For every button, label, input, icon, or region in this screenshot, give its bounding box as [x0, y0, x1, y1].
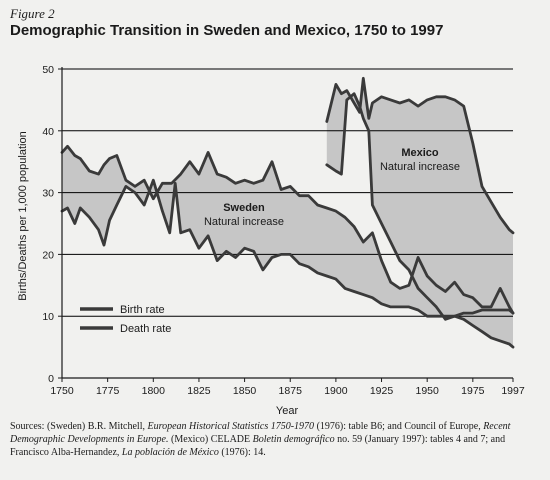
annotation-mexico: Mexico Natural increase: [380, 147, 460, 173]
series-sweden-birth-rate: [60, 144, 515, 315]
legend-label-death: Death rate: [120, 323, 171, 335]
series-mexico-death-rate: [325, 92, 515, 349]
x-axis-title: Year: [276, 405, 299, 417]
source-text-5: (1976): 14.: [218, 447, 266, 458]
source-title-4: La población de México: [121, 447, 219, 458]
chart-title: Demographic Transition in Sweden and Mex…: [10, 22, 444, 39]
annotation-mexico-country: Mexico: [401, 147, 439, 159]
source-text-3: (Mexico) CELADE: [168, 434, 253, 445]
axes: 0 10 20 30 40 50 1750 1775 1800 1825 1850 1875 1900 1…: [42, 64, 525, 397]
figure-label: Figure 2: [10, 6, 55, 21]
y-tick-label-30: 30: [42, 188, 54, 200]
x-tick-label-1900: 1900: [324, 385, 348, 397]
annotation-sweden-text: Natural increase: [204, 216, 284, 228]
annotation-sweden: Sweden Natural increase: [204, 202, 284, 228]
legend: Birth rate Death rate: [80, 304, 171, 335]
y-axis-title: Births/Deaths per 1,000 population: [17, 131, 29, 300]
y-tick-label-0: 0: [48, 373, 54, 385]
source-note: Sources: (Sweden) B.R. Mitchell, Europea…: [10, 420, 535, 459]
legend-label-birth: Birth rate: [120, 304, 165, 316]
x-tick-label-1775: 1775: [96, 385, 120, 397]
y-tick-label-40: 40: [42, 126, 54, 138]
y-tick-label-10: 10: [42, 311, 54, 323]
source-title-3: Boletin demográfico: [252, 434, 335, 445]
x-tick-label-1850: 1850: [233, 385, 257, 397]
y-tick-label-50: 50: [42, 64, 54, 76]
natural-increase-sweden: [62, 146, 513, 317]
series-sweden-death-rate: [60, 178, 515, 318]
chart: 0 10 20 30 40 50 1750 1775 1800 1825 1850 1875 1900 1…: [17, 64, 525, 417]
source-text-4: no. 59 (January 1997): tables 4 and 7; a…: [10, 434, 506, 458]
series-mexico-birth-rate: [325, 76, 515, 235]
x-tick-label-1950: 1950: [416, 385, 440, 397]
x-tick-label-1750: 1750: [50, 385, 74, 397]
x-tick-label-1975: 1975: [461, 385, 485, 397]
natural-increase-areas: [62, 78, 513, 348]
x-tick-label-1925: 1925: [370, 385, 394, 397]
x-tick-label-1800: 1800: [142, 385, 166, 397]
natural-increase-mexico: [326, 78, 513, 348]
source-text-1: Sources: (Sweden) B.R. Mitchell,: [10, 421, 148, 432]
x-tick-label-1825: 1825: [187, 385, 211, 397]
annotation-sweden-country: Sweden: [223, 202, 265, 214]
x-tick-label-1997: 1997: [501, 385, 525, 397]
source-text-2: (1976): table B6; and Council of Europe,: [314, 421, 484, 432]
x-tick-label-1875: 1875: [279, 385, 303, 397]
series-lines: [60, 76, 515, 349]
annotation-mexico-text: Natural increase: [380, 161, 460, 173]
source-title-2: Recent Demographic Developments in Europ…: [10, 421, 511, 445]
y-tick-label-20: 20: [42, 249, 54, 261]
source-title-1: European Historical Statistics 1750-1970: [147, 421, 315, 432]
